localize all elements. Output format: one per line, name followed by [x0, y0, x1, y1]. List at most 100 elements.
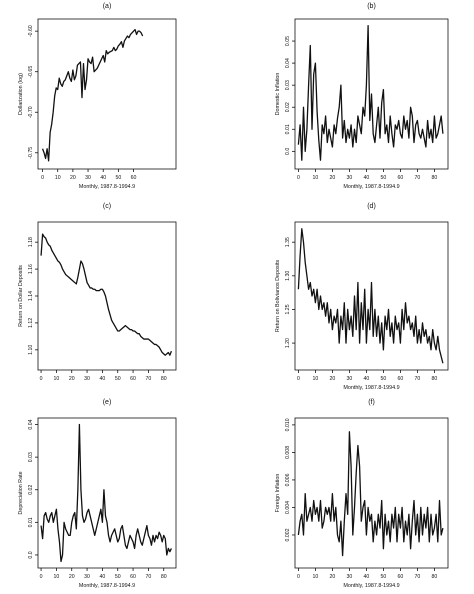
x-tick-label: 70 [146, 574, 152, 580]
series-line [297, 228, 444, 364]
x-tick-label: 0 [41, 175, 44, 181]
x-tick-label: 10 [54, 376, 60, 382]
chart-panel: (c) 0 10 20 30 40 50 60 70 80 1.10 1.12 1.14 1.16 1.18… [18, 203, 177, 382]
y-axis-title: Return on Bolivianos Deposits [275, 260, 281, 333]
x-tick-label: 0 [40, 376, 43, 382]
y-tick-label: 0.002 [285, 528, 291, 541]
x-axis-title: Monthly, 1987.8-1994.9 [343, 583, 399, 589]
chart-panel: (a) 0 10 20 30 40 50 60 -0.75 -0.70 -0.65 -0.60 Mont… [18, 3, 177, 190]
x-tick-label: 60 [131, 175, 137, 181]
x-tick-label: 60 [398, 574, 404, 580]
plot-frame [294, 417, 449, 569]
x-tick-label: 0 [297, 574, 300, 580]
x-tick-label: 10 [313, 376, 319, 382]
x-tick-label: 30 [347, 175, 353, 181]
panel-label: (a) [103, 3, 112, 10]
y-tick-label: 0.05 [285, 36, 291, 46]
x-tick-label: 20 [330, 175, 336, 181]
x-tick-label: 70 [415, 574, 421, 580]
y-tick-label: 1.18 [28, 237, 34, 247]
y-tick-label: 1.20 [285, 338, 291, 348]
y-tick-label: 0.010 [285, 418, 291, 431]
series-line [41, 28, 144, 162]
panel-label: (d) [367, 203, 376, 210]
x-tick-label: 30 [85, 175, 91, 181]
x-tick-label: 60 [398, 376, 404, 382]
x-tick-label: 80 [161, 376, 167, 382]
y-tick-label: 1.10 [28, 345, 34, 355]
plot-frame [37, 221, 177, 371]
panel-label: (c) [103, 203, 111, 210]
x-tick-label: 30 [84, 376, 90, 382]
y-tick-label: -0.60 [28, 25, 34, 37]
x-tick-label: 40 [100, 175, 106, 181]
x-axis-title: Monthly, 1987.8-1994.9 [343, 385, 399, 391]
x-tick-label: 40 [364, 175, 370, 181]
x-tick-label: 50 [381, 574, 387, 580]
y-tick-label: 1.25 [285, 304, 291, 314]
x-tick-label: 20 [69, 376, 75, 382]
y-tick-label: 0.0 [28, 551, 34, 558]
series-line [40, 233, 173, 356]
y-tick-label: 0.0 [285, 148, 291, 155]
y-tick-label: -0.65 [28, 66, 34, 78]
x-tick-label: 40 [364, 574, 370, 580]
x-tick-label: 20 [69, 574, 75, 580]
plot-frame [294, 18, 449, 170]
x-tick-label: 0 [297, 376, 300, 382]
y-tick-label: 0.006 [285, 473, 291, 486]
x-tick-label: 40 [100, 376, 106, 382]
y-axis-title: Return on Dollar Deposits [18, 265, 24, 327]
x-tick-label: 10 [313, 574, 319, 580]
panel-label: (f) [368, 399, 375, 406]
x-tick-label: 30 [347, 376, 353, 382]
panel-label: (b) [367, 3, 376, 10]
y-axis-title: Depreciation Rate [18, 471, 24, 514]
x-tick-label: 10 [313, 175, 319, 181]
x-tick-label: 30 [84, 574, 90, 580]
chart-panel: (d) 0 10 20 30 40 50 60 70 80 1.20 1.25 1.30 1.35 Mont… [275, 203, 449, 391]
x-tick-label: 50 [381, 175, 387, 181]
y-tick-label: 0.004 [285, 501, 291, 514]
x-tick-label: 50 [115, 175, 121, 181]
x-tick-label: 30 [347, 574, 353, 580]
x-axis-title: Monthly, 1987.8-1994.9 [79, 184, 135, 190]
series-line [297, 431, 444, 557]
x-tick-label: 40 [100, 574, 106, 580]
x-tick-label: 0 [40, 574, 43, 580]
y-tick-label: -0.75 [28, 147, 34, 159]
y-tick-label: 0.03 [285, 80, 291, 90]
x-tick-label: 50 [115, 376, 121, 382]
x-tick-label: 50 [381, 376, 387, 382]
x-tick-label: 80 [161, 574, 167, 580]
series-line [40, 423, 172, 563]
y-tick-label: 0.008 [285, 446, 291, 459]
x-tick-label: 50 [115, 574, 121, 580]
x-tick-label: 70 [415, 175, 421, 181]
chart-panel: (b) 0 10 20 30 40 50 60 70 80 0.0 0.01 0.02 0.03 0.04 0… [275, 3, 449, 190]
x-tick-label: 20 [330, 574, 336, 580]
y-tick-label: 0.01 [28, 517, 34, 527]
y-tick-label: 1.14 [28, 291, 34, 301]
plot-frame [37, 417, 177, 569]
y-tick-label: -0.70 [28, 106, 34, 118]
series-line [297, 24, 444, 161]
chart-panel: (e) 0 10 20 30 40 50 60 70 80 0.0 0.01 0.02 0.03 0.04 M… [18, 399, 177, 589]
x-tick-label: 80 [432, 175, 438, 181]
x-tick-label: 70 [146, 376, 152, 382]
x-tick-label: 20 [330, 376, 336, 382]
x-axis-title: Monthly, 1987.8-1994.9 [79, 583, 135, 589]
y-tick-label: 0.04 [285, 58, 291, 68]
x-tick-label: 20 [70, 175, 76, 181]
y-tick-label: 0.02 [285, 102, 291, 112]
x-tick-label: 60 [398, 175, 404, 181]
y-tick-label: 0.01 [285, 124, 291, 134]
y-tick-label: 0.04 [28, 419, 34, 429]
x-tick-label: 70 [415, 376, 421, 382]
x-tick-label: 60 [130, 376, 136, 382]
chart-panel: (f) 0 10 20 30 40 50 60 70 80 0.002 0.004 0.006 0.008… [275, 399, 449, 589]
y-tick-label: 1.35 [285, 237, 291, 247]
x-tick-label: 80 [432, 574, 438, 580]
panel-label: (e) [103, 399, 112, 406]
